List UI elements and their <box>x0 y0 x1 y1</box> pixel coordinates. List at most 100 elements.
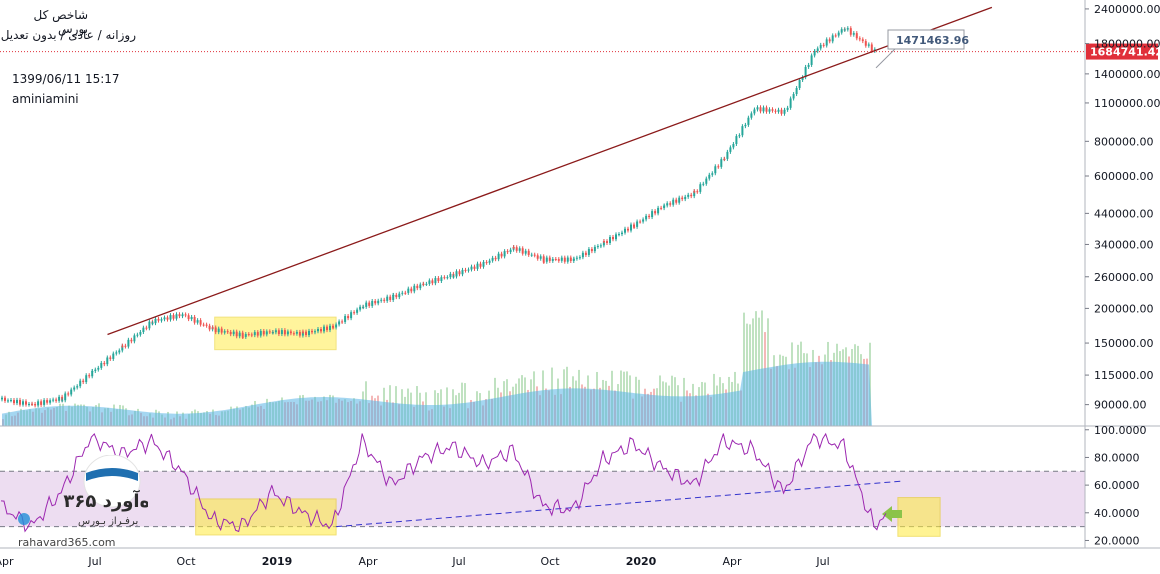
candle-body <box>46 400 49 403</box>
callout-box <box>887 29 965 50</box>
candle-body <box>73 387 76 390</box>
candle-body <box>139 332 142 335</box>
candle-body <box>687 194 690 197</box>
candle-body <box>205 324 208 326</box>
candle-body <box>669 203 672 205</box>
candle-body <box>40 401 43 405</box>
candle-body <box>606 241 608 243</box>
price-tick-label: 600000.00 <box>1094 170 1154 183</box>
candle-body <box>91 370 94 372</box>
candle-body <box>422 283 425 285</box>
candle-body <box>443 277 446 279</box>
candle-body <box>804 66 807 78</box>
candle-body <box>145 327 148 329</box>
candle-body <box>642 219 645 222</box>
candle-body <box>311 330 313 333</box>
candle-body <box>437 278 440 282</box>
price-tick-label: 2400000.00 <box>1094 3 1160 16</box>
candle-body <box>28 403 30 405</box>
candle-body <box>705 178 708 184</box>
candle-body <box>332 327 335 329</box>
candle-body <box>849 28 852 35</box>
candle-body <box>428 280 431 284</box>
candle-body <box>777 109 780 112</box>
candle-body <box>762 107 765 112</box>
candle-body <box>133 335 136 342</box>
candle-body <box>470 266 473 270</box>
candle-body <box>624 228 626 233</box>
candle-body <box>615 234 617 240</box>
rsi-highlight-box <box>897 497 941 537</box>
candle-body <box>593 246 596 252</box>
candle-body <box>193 316 196 323</box>
candle-body <box>449 273 452 278</box>
candle-body <box>530 254 533 256</box>
rsi-tick-label: 100.0000 <box>1094 424 1147 437</box>
candle-body <box>621 232 623 235</box>
candle-body <box>672 199 675 205</box>
candle-body <box>795 88 798 95</box>
candle-body <box>16 399 18 404</box>
candle-body <box>238 332 241 337</box>
candle-body <box>843 29 846 31</box>
candle-body <box>536 255 539 259</box>
price-tick-label: 260000.00 <box>1094 271 1154 284</box>
candle-body <box>268 331 271 333</box>
candle-body <box>127 339 130 347</box>
candle-body <box>292 333 295 335</box>
candle-body <box>314 331 316 333</box>
candle-body <box>666 203 669 206</box>
price-trendline <box>107 6 993 336</box>
candle-body <box>527 250 530 255</box>
price-tick-label: 1800000.00 <box>1094 38 1160 51</box>
candle-body <box>539 256 542 259</box>
candle-body <box>407 288 410 293</box>
candle-body <box>515 247 518 251</box>
candle-body <box>283 330 286 335</box>
candle-body <box>813 51 816 56</box>
candle-body <box>518 248 521 251</box>
candle-body <box>386 296 389 301</box>
candle-body <box>609 236 611 243</box>
candle-body <box>675 199 678 203</box>
candle-body <box>262 330 265 335</box>
candle-body <box>148 321 151 329</box>
candle-body <box>756 107 759 110</box>
candle-body <box>37 401 40 406</box>
candle-body <box>410 288 413 292</box>
candle-body <box>4 397 6 401</box>
candle-body <box>572 258 575 260</box>
candle-body <box>864 41 867 46</box>
candle-body <box>822 44 825 46</box>
candle-body <box>738 135 741 137</box>
candle-body <box>461 269 464 275</box>
candle-body <box>142 327 145 333</box>
candle-body <box>627 228 629 231</box>
candle-body <box>85 375 88 383</box>
candle-body <box>801 77 804 80</box>
candle-body <box>476 263 479 269</box>
candle-body <box>542 261 545 263</box>
chart-title: شاخص کل بورس <box>33 8 88 36</box>
candle-body <box>744 124 747 127</box>
candle-body <box>657 207 660 214</box>
candle-body <box>503 251 506 257</box>
candle-body <box>741 126 744 136</box>
candle-body <box>654 211 657 214</box>
candle-body <box>578 257 581 259</box>
candle-body <box>289 331 292 334</box>
candle-body <box>434 278 437 284</box>
candle-body <box>807 64 810 67</box>
candle-body <box>473 266 476 269</box>
candle-body <box>557 259 560 261</box>
candle-body <box>124 345 127 347</box>
x-tick-label: Oct <box>176 555 196 568</box>
left-arrow-icon <box>882 506 902 522</box>
candle-body <box>464 269 467 271</box>
candle-body <box>774 110 777 112</box>
candle-body <box>241 336 244 338</box>
candle-body <box>828 39 831 42</box>
candle-body <box>244 334 247 337</box>
candle-body <box>467 269 470 271</box>
